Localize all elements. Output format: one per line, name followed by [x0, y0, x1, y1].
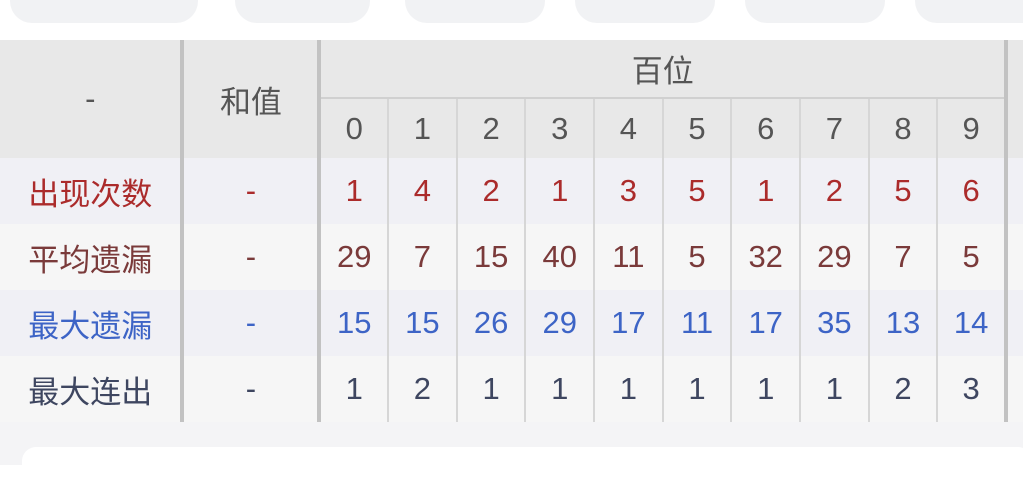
content-card [22, 447, 1023, 487]
header-digit: 8 [867, 97, 938, 158]
row-value: 2 [867, 356, 938, 422]
filter-pill[interactable] [235, 0, 370, 23]
filter-pill[interactable] [745, 0, 885, 23]
row-value: 1 [455, 356, 526, 422]
row-edge [1006, 224, 1023, 290]
row-edge [1006, 158, 1023, 224]
table-row: 最大遗漏 -15 15 26 29 17 11 17 35 13 14 [0, 290, 1023, 356]
filter-pill[interactable] [405, 0, 545, 23]
row-value: 5 [661, 224, 732, 290]
row-value: 3 [936, 356, 1008, 422]
row-value: 3 [593, 158, 663, 224]
row-value: 29 [319, 224, 389, 290]
header-digit: 3 [524, 97, 595, 158]
header-digit: 4 [593, 97, 663, 158]
row-value: 11 [661, 290, 732, 356]
row-label: 平均遗漏 [0, 224, 185, 290]
row-value: 15 [387, 290, 457, 356]
row-edge [1006, 356, 1023, 422]
header-digit: 0 [319, 97, 389, 158]
row-label: 最大遗漏 [0, 290, 185, 356]
row-label: 最大连出 [0, 356, 185, 422]
row-value: 1 [593, 356, 663, 422]
row-sum: - [182, 224, 322, 290]
row-value: 17 [730, 290, 801, 356]
row-value: 6 [936, 158, 1008, 224]
header-digit: 7 [799, 97, 869, 158]
row-value: 1 [661, 356, 732, 422]
row-value: 5 [661, 158, 732, 224]
row-value: 2 [387, 356, 457, 422]
row-value: 1 [730, 158, 801, 224]
row-value: 14 [936, 290, 1008, 356]
header-sum: 和值 [182, 40, 322, 158]
row-value: 1 [799, 356, 869, 422]
header-first: - [0, 40, 185, 158]
row-sum: - [182, 356, 322, 422]
row-value: 29 [799, 224, 869, 290]
row-value: 1 [524, 158, 595, 224]
row-value: 13 [867, 290, 938, 356]
table-row: 出现次数 -1 4 2 1 3 5 1 2 5 6 [0, 158, 1023, 224]
row-value: 2 [799, 158, 869, 224]
row-value: 7 [387, 224, 457, 290]
row-value: 5 [867, 158, 938, 224]
row-sum: - [182, 158, 322, 224]
filter-pill[interactable] [915, 0, 1023, 23]
row-value: 15 [319, 290, 389, 356]
row-value: 35 [799, 290, 869, 356]
row-value: 2 [455, 158, 526, 224]
row-value: 4 [387, 158, 457, 224]
row-value: 5 [936, 224, 1008, 290]
row-value: 17 [593, 290, 663, 356]
filter-pill[interactable] [575, 0, 715, 23]
row-value: 1 [319, 158, 389, 224]
row-value: 29 [524, 290, 595, 356]
row-value: 1 [524, 356, 595, 422]
row-value: 7 [867, 224, 938, 290]
header-hundreds: 百位 [319, 40, 1008, 98]
header-digit: 6 [730, 97, 801, 158]
row-value: 40 [524, 224, 595, 290]
table-row: 平均遗漏 -29 7 15 40 11 5 32 29 7 5 [0, 224, 1023, 290]
row-sum: - [182, 290, 322, 356]
header-edge [1006, 40, 1023, 158]
row-value: 1 [319, 356, 389, 422]
filter-pill[interactable] [10, 0, 198, 23]
header-digit: 1 [387, 97, 457, 158]
row-label: 出现次数 [0, 158, 185, 224]
row-value: 1 [730, 356, 801, 422]
header-digit: 2 [455, 97, 526, 158]
table-row: 最大连出 -1 2 1 1 1 1 1 1 2 3 [0, 356, 1023, 422]
row-edge [1006, 290, 1023, 356]
row-value: 11 [593, 224, 663, 290]
header-digit: 9 [936, 97, 1008, 158]
row-value: 26 [455, 290, 526, 356]
row-value: 15 [455, 224, 526, 290]
row-value: 32 [730, 224, 801, 290]
header-digit: 5 [661, 97, 732, 158]
